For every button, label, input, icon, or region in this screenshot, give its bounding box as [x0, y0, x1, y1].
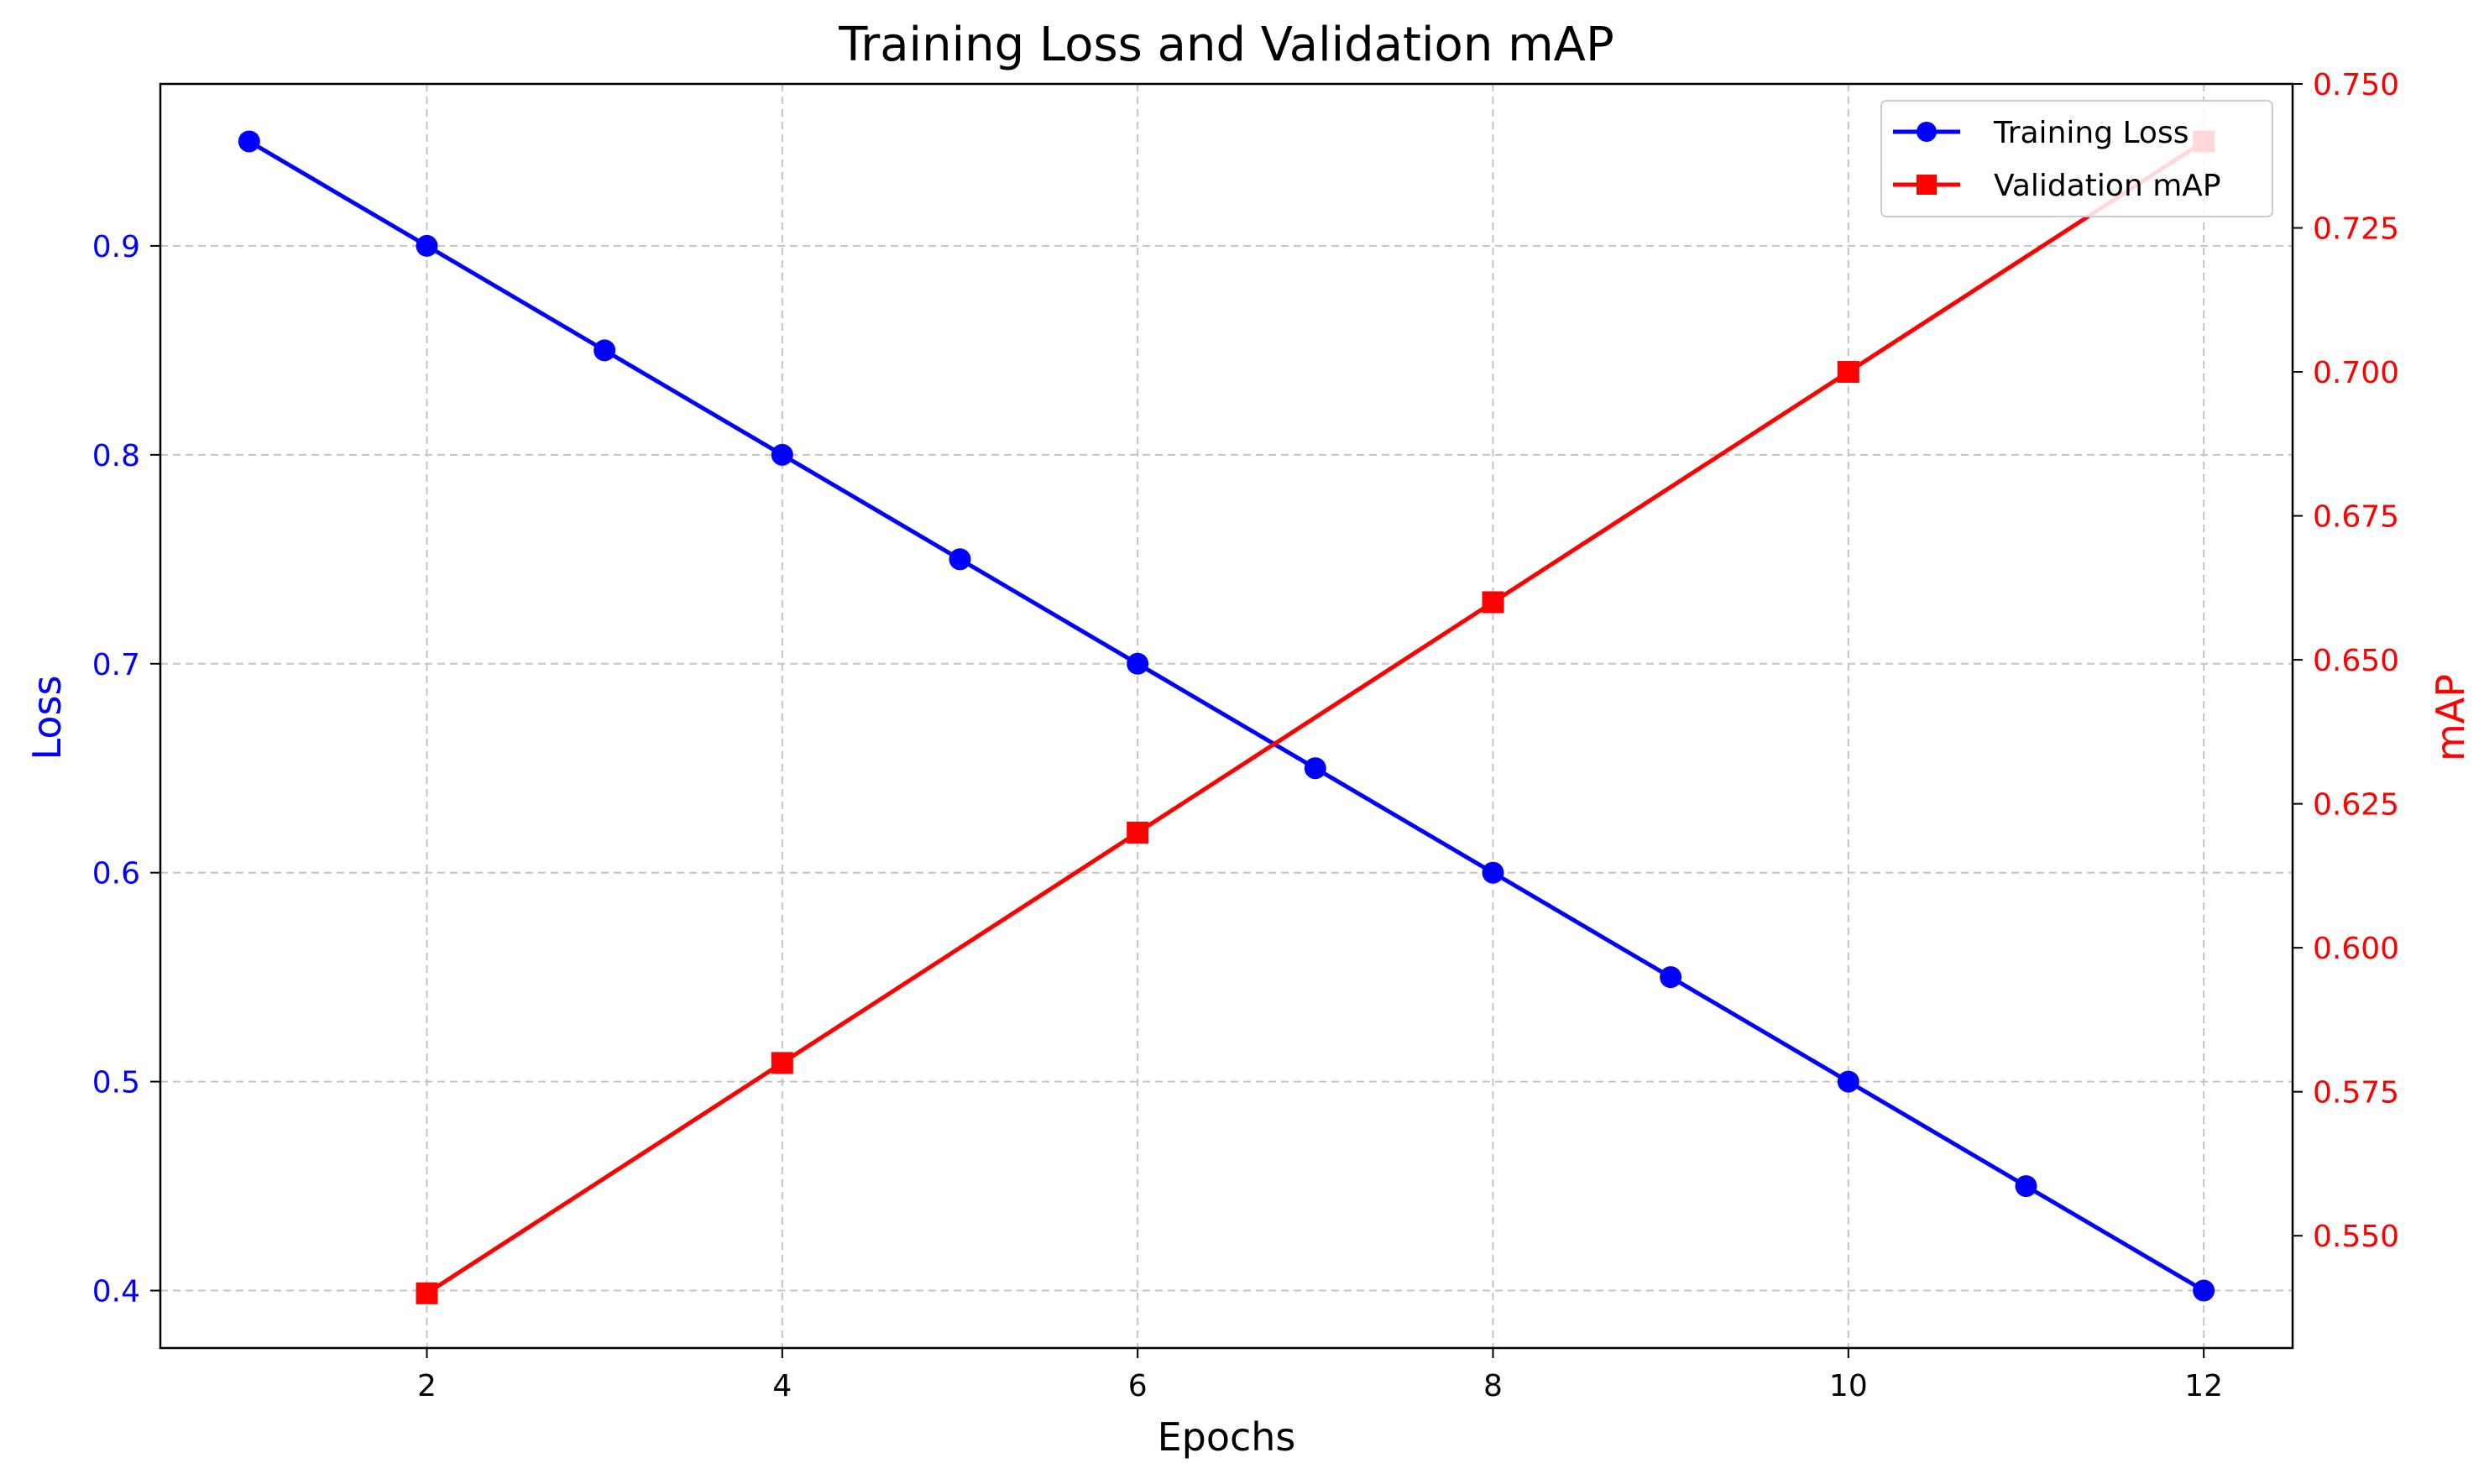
data-point-training-loss: [2193, 1279, 2215, 1302]
y-right-tick-label: 0.625: [2313, 788, 2399, 823]
series-line-validation-map: [426, 139, 2205, 1295]
axes-layer: 2 4 6 8 10 12 0.4 0.5 0.6 0.7 0.8 0.9 0.550 0.575 0.60…: [92, 68, 2399, 1403]
x-tick-label: 4: [772, 1369, 792, 1403]
series-line-training-loss: [248, 139, 2205, 1293]
data-point-validation-map: [1482, 591, 1504, 614]
data-point-training-loss: [1304, 757, 1326, 780]
y-axis-label-right: mAP: [2428, 674, 2473, 761]
legend: Training Loss Validation mAP: [1880, 100, 2273, 217]
data-point-training-loss: [1660, 966, 1682, 989]
y-right-tick-label: 0.700: [2313, 356, 2399, 390]
data-point-training-loss: [416, 234, 438, 257]
y-axis-label-left: Loss: [24, 676, 70, 760]
legend-box: [1880, 100, 2273, 217]
data-point-training-loss: [771, 443, 793, 466]
text-layer: Training Loss and Validation mAP Epochs …: [24, 18, 2473, 1460]
legend-marker-training-loss: [1917, 122, 1937, 142]
grid-layer: [160, 84, 2293, 1348]
x-tick-label: 10: [1829, 1369, 1868, 1403]
series-layer: [238, 130, 2215, 1304]
x-tick-label: 12: [2184, 1369, 2223, 1403]
data-point-validation-map: [1127, 821, 1149, 844]
legend-marker-validation-map: [1917, 175, 1937, 195]
x-tick-label: 6: [1128, 1369, 1148, 1403]
y-left-tick-label: 0.7: [92, 648, 140, 682]
y-right-tick-label: 0.600: [2313, 932, 2399, 966]
data-point-validation-map: [771, 1052, 793, 1074]
x-tick-label: 2: [417, 1369, 437, 1403]
y-right-tick-label: 0.650: [2313, 644, 2399, 678]
y-right-tick-label: 0.675: [2313, 500, 2399, 535]
y-left-tick-label: 0.6: [92, 857, 140, 891]
y-right-tick-label: 0.750: [2313, 68, 2399, 102]
data-point-validation-map: [1837, 361, 1859, 384]
y-left-tick-label: 0.8: [92, 439, 140, 473]
plot-frame: [159, 82, 2294, 1350]
x-tick-label: 8: [1483, 1369, 1503, 1403]
x-axis-label: Epochs: [1158, 1414, 1296, 1460]
y-right-tick-label: 0.550: [2313, 1220, 2399, 1254]
y-left-tick-label: 0.9: [92, 230, 140, 264]
y-right-tick-label: 0.725: [2313, 212, 2399, 247]
data-point-training-loss: [2015, 1175, 2037, 1198]
legend-label-training-loss: Training Loss: [1993, 116, 2189, 150]
y-left-tick-label: 0.4: [92, 1275, 140, 1309]
data-point-training-loss: [949, 548, 971, 571]
data-point-validation-map: [416, 1282, 438, 1304]
y-left-tick-label: 0.5: [92, 1066, 140, 1100]
data-point-training-loss: [1837, 1070, 1859, 1093]
chart-title: Training Loss and Validation mAP: [838, 18, 1614, 72]
data-point-training-loss: [594, 339, 616, 362]
data-point-training-loss: [1127, 652, 1149, 675]
data-point-training-loss: [1482, 861, 1504, 884]
data-point-training-loss: [238, 130, 260, 153]
legend-label-validation-map: Validation mAP: [1994, 169, 2221, 203]
y-right-tick-label: 0.575: [2313, 1076, 2399, 1110]
